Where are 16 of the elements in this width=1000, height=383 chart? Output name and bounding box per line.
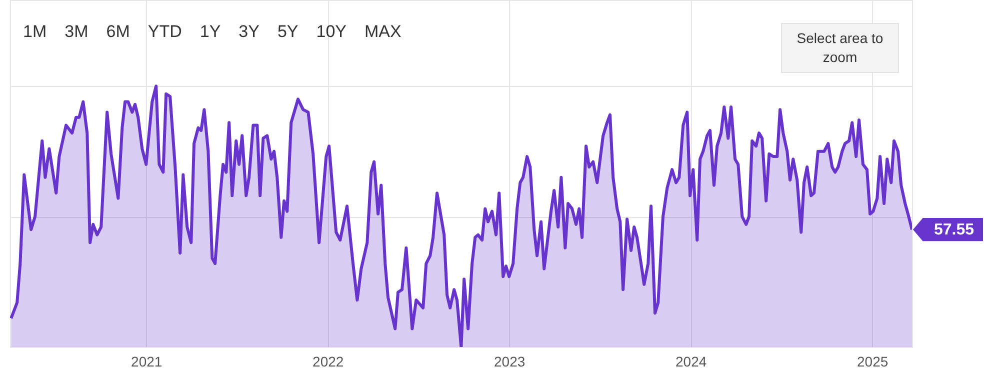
text: Select area to zoom [781,23,899,73]
annotation: 57.55 [934,222,974,239]
x-tick-label: 2024 [676,354,707,370]
x-tick-label: 2022 [312,354,344,370]
text: 3M [64,22,90,42]
text: 10Y [315,22,348,42]
text: YTD [146,22,183,42]
x-tick-label: 2025 [856,354,888,370]
x-tick-label: 2021 [131,354,162,370]
text: 3Y [238,22,260,42]
text: 1M [22,22,48,42]
text: 5Y [276,22,300,42]
x-tick-label: 2023 [494,354,526,370]
text: MAX [364,22,402,42]
text: 6M [105,22,131,42]
text: 1Y [198,22,222,42]
